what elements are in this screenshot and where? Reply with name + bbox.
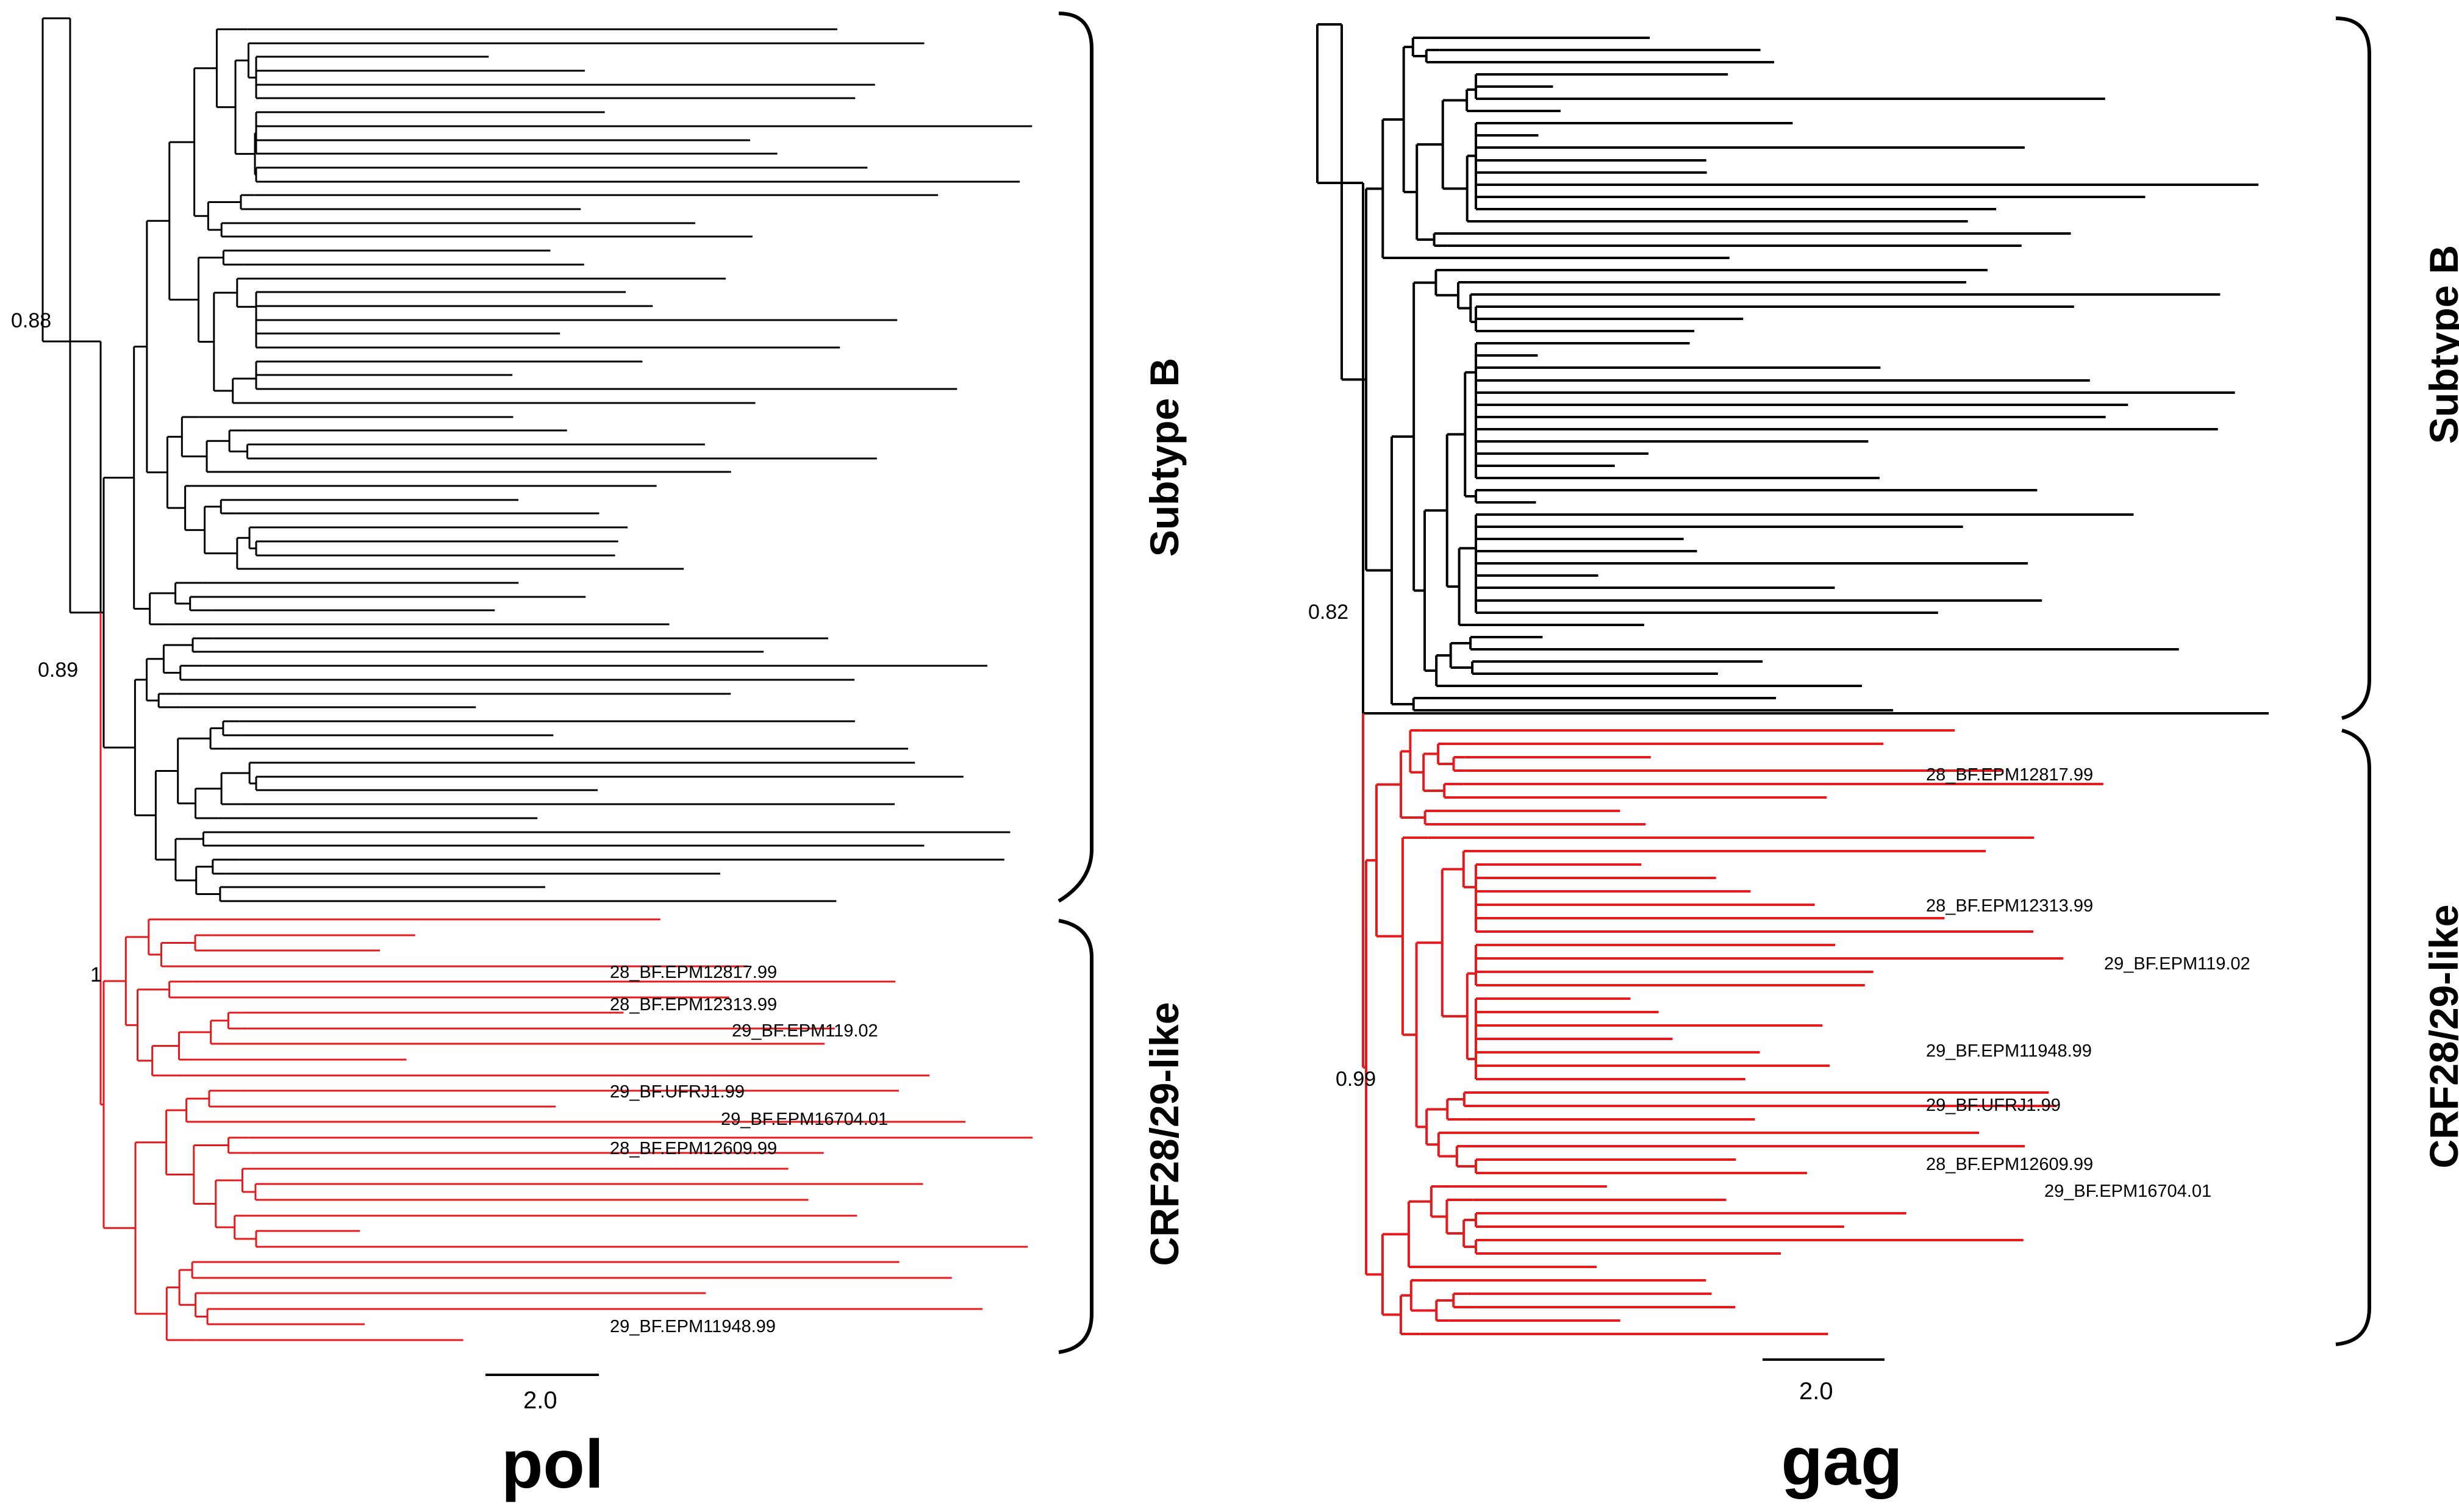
pol-taxon-labels: 28_BF.EPM12817.99 28_BF.EPM12313.99 29_B… xyxy=(610,963,888,1336)
pol-crf28-29-label: CRF28/29-like xyxy=(1142,1002,1187,1266)
pol-taxon-label: 29_BF.EPM16704.01 xyxy=(721,1110,888,1129)
pol-support-node-b: 0.89 xyxy=(38,658,78,682)
gag-scale-bar-label: 2.0 xyxy=(1799,1378,1833,1405)
gag-support-node-b: 0.82 xyxy=(1308,601,1348,624)
gag-support-node-crf: 0.99 xyxy=(1336,1068,1376,1091)
pol-taxon-label: 29_BF.EPM11948.99 xyxy=(610,1317,776,1336)
gag-taxon-label: 29_BF.EPM119.02 xyxy=(2104,954,2250,974)
pol-tree-panel: 0.88 0.89 1 28_BF.EPM12817.99 28_BF.EPM1… xyxy=(11,12,1187,1502)
gag-taxon-labels: 28_BF.EPM12817.99 28_BF.EPM12313.99 29_B… xyxy=(1926,765,2250,1201)
pol-taxon-label: 29_BF.EPM119.02 xyxy=(732,1021,878,1041)
gag-subtype-b-bracket xyxy=(2335,16,2371,720)
pol-support-node-crf: 1 xyxy=(90,963,102,986)
pol-panel-title: pol xyxy=(501,1426,604,1502)
pol-taxon-label: 28_BF.EPM12313.99 xyxy=(610,995,777,1015)
gag-taxon-label: 28_BF.EPM12817.99 xyxy=(1926,765,2093,785)
pol-taxon-label: 28_BF.EPM12609.99 xyxy=(610,1139,777,1158)
pol-subtype-b-label: Subtype B xyxy=(1142,358,1187,557)
pol-scale-bar: 2.0 xyxy=(485,1374,599,1414)
gag-subtype-b-branches xyxy=(1316,23,2269,715)
gag-crf28-29-label: CRF28/29-like xyxy=(2421,905,2459,1169)
gag-crf28-29-bracket xyxy=(2335,729,2371,1346)
gag-taxon-label: 29_BF.EPM16704.01 xyxy=(2044,1182,2211,1201)
gag-tree-panel: 0.82 0.99 28_BF.EPM12817.99 28_BF.EPM123… xyxy=(1308,16,2459,1499)
pol-crf28-29-bracket xyxy=(1058,919,1093,1354)
pol-support-root: 0.88 xyxy=(11,309,51,332)
gag-taxon-label: 28_BF.EPM12313.99 xyxy=(1926,896,2093,916)
gag-taxon-label: 29_BF.UFRJ1.99 xyxy=(1926,1096,2061,1115)
gag-taxon-label: 29_BF.EPM11948.99 xyxy=(1926,1041,2092,1061)
gag-scale-bar: 2.0 xyxy=(1763,1358,1885,1405)
pol-scale-bar-label: 2.0 xyxy=(523,1387,557,1414)
gag-crf28-29-branches xyxy=(1362,713,2103,1335)
gag-panel-title: gag xyxy=(1781,1423,1902,1499)
pol-subtype-b-branches xyxy=(41,17,1033,902)
pol-crf28-29-branches xyxy=(99,612,1033,1341)
gag-subtype-b-label: Subtype B xyxy=(2421,245,2459,444)
pol-taxon-label: 29_BF.UFRJ1.99 xyxy=(610,1082,745,1102)
gag-taxon-label: 28_BF.EPM12609.99 xyxy=(1926,1155,2093,1174)
pol-taxon-label: 28_BF.EPM12817.99 xyxy=(610,963,777,982)
pol-subtype-b-bracket xyxy=(1058,12,1093,903)
